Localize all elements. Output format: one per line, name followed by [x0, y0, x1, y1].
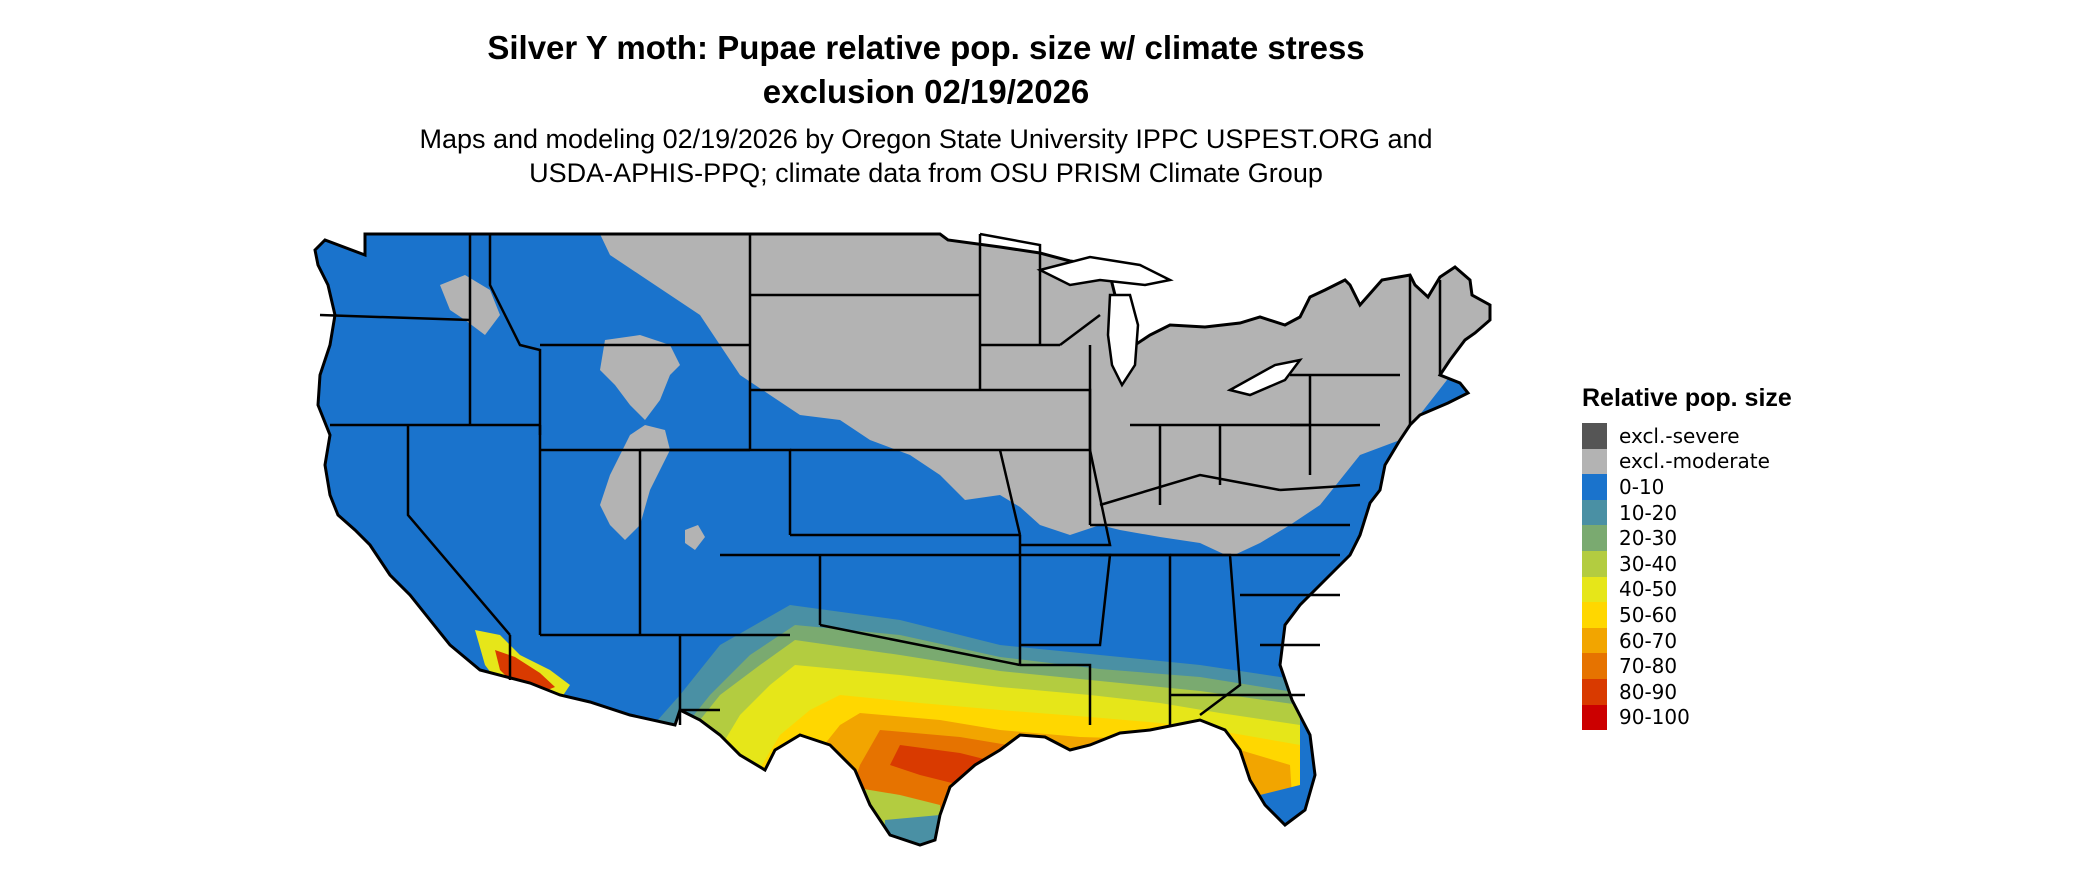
- legend-swatch: [1582, 653, 1607, 679]
- legend-item: 60-70: [1582, 627, 1792, 654]
- legend-swatch: [1582, 525, 1607, 551]
- legend-label: 30-40: [1619, 551, 1678, 576]
- legend-label: excl.-severe: [1619, 423, 1740, 448]
- legend-label: 10-20: [1619, 500, 1678, 525]
- legend-item: 40-50: [1582, 576, 1792, 603]
- legend-label: excl.-moderate: [1619, 449, 1770, 474]
- subtitle-line-2: USDA-APHIS-PPQ; climate data from OSU PR…: [529, 158, 1323, 188]
- legend-swatch: [1582, 576, 1607, 603]
- legend-label: 70-80: [1619, 654, 1678, 679]
- legend-item: 20-30: [1582, 525, 1792, 551]
- legend-label: 40-50: [1619, 577, 1678, 602]
- excluded-region-north: [600, 234, 1490, 557]
- excluded-region-rockies: [600, 335, 680, 420]
- band-texas-coast: [880, 815, 960, 845]
- legend-label: 0-10: [1619, 474, 1665, 499]
- legend-swatch: [1582, 423, 1607, 449]
- legend-swatch: [1582, 678, 1607, 705]
- lake-erie: [1226, 358, 1303, 397]
- excluded-region-nm: [685, 525, 705, 550]
- legend-swatch: [1582, 474, 1607, 500]
- legend-swatch: [1582, 550, 1607, 577]
- subtitle-line-1: Maps and modeling 02/19/2026 by Oregon S…: [419, 124, 1433, 154]
- legend-item: 10-20: [1582, 499, 1792, 526]
- legend-swatch: [1582, 602, 1607, 628]
- legend-item: 30-40: [1582, 550, 1792, 577]
- legend-label: 50-60: [1619, 602, 1678, 627]
- band-florida-tip: [1250, 785, 1320, 845]
- title-line-1: Silver Y moth: Pupae relative pop. size …: [487, 29, 1365, 66]
- legend-label: 20-30: [1619, 526, 1678, 551]
- legend-items: excl.-severe excl.-moderate 0-10 10-20 20-30…: [1582, 423, 1792, 731]
- legend-item: 0-10: [1582, 474, 1792, 500]
- legend-item: 50-60: [1582, 602, 1792, 628]
- legend-item: 80-90: [1582, 678, 1792, 705]
- legend-item: excl.-severe: [1582, 423, 1792, 449]
- lake-michigan: [1106, 293, 1140, 388]
- legend-swatch: [1582, 448, 1607, 475]
- legend-label: 80-90: [1619, 679, 1678, 704]
- legend-swatch: [1582, 704, 1607, 731]
- legend-label: 60-70: [1619, 628, 1678, 653]
- state-borders: [319, 232, 1442, 725]
- legend-label: 90-100: [1619, 705, 1690, 730]
- legend-swatch: [1582, 627, 1607, 654]
- title-line-2: exclusion 02/19/2026: [762, 73, 1090, 110]
- map-subtitle: Maps and modeling 02/19/2026 by Oregon S…: [0, 122, 1852, 190]
- legend: Relative pop. size excl.-severe excl.-mod…: [1582, 384, 1792, 731]
- us-map: [313, 232, 1492, 847]
- map-title: Silver Y moth: Pupae relative pop. size …: [0, 26, 1852, 114]
- legend-title: Relative pop. size: [1582, 384, 1792, 412]
- excluded-region-colorado: [600, 425, 670, 540]
- us-outline: [313, 232, 1492, 847]
- legend-item: 90-100: [1582, 704, 1792, 731]
- lake-superior: [1036, 255, 1174, 287]
- legend-swatch: [1582, 499, 1607, 526]
- legend-item: excl.-moderate: [1582, 448, 1792, 475]
- band-60-70: [770, 713, 1300, 845]
- legend-item: 70-80: [1582, 653, 1792, 679]
